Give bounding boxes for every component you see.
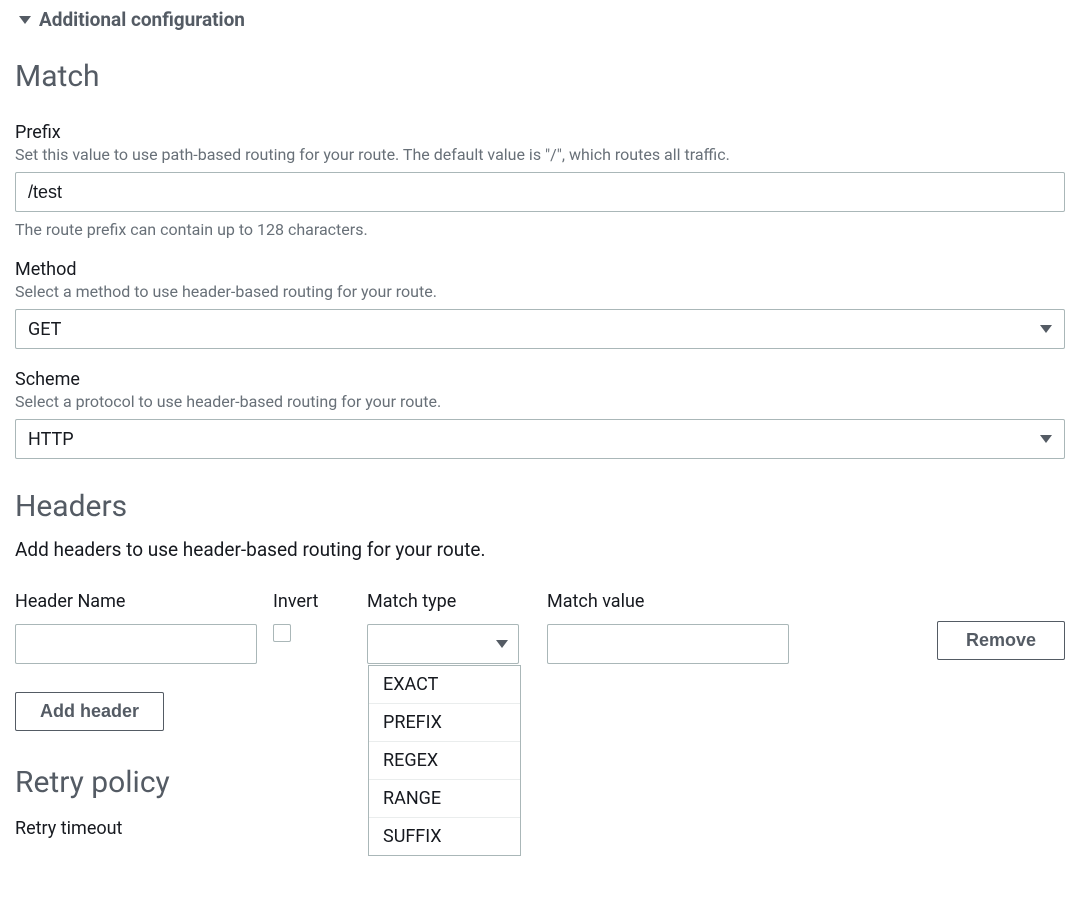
match-type-option-range[interactable]: RANGE (369, 779, 520, 817)
scheme-select[interactable]: HTTP (15, 419, 1065, 459)
scheme-value: HTTP (28, 429, 74, 450)
match-value-label: Match value (547, 591, 795, 612)
match-type-option-prefix[interactable]: PREFIX (369, 703, 520, 741)
match-value-cell: Match value (547, 591, 795, 664)
method-value: GET (28, 319, 61, 340)
chevron-down-icon (1040, 435, 1052, 443)
add-header-button[interactable]: Add header (15, 692, 164, 731)
match-type-select[interactable]: EXACT PREFIX REGEX RANGE SUFFIX (367, 624, 519, 664)
match-heading: Match (15, 59, 1065, 94)
method-label: Method (15, 259, 1065, 280)
match-type-option-suffix[interactable]: SUFFIX (369, 817, 520, 855)
additional-config-toggle[interactable]: Additional configuration (15, 0, 1065, 35)
invert-checkbox[interactable] (273, 624, 291, 642)
method-field: Method Select a method to use header-bas… (15, 259, 1065, 349)
invert-label: Invert (273, 591, 367, 612)
retry-timeout-label: Retry timeout (15, 818, 1065, 839)
chevron-down-icon (1040, 325, 1052, 333)
prefix-input[interactable] (15, 172, 1065, 212)
remove-button[interactable]: Remove (937, 621, 1065, 660)
match-type-option-exact[interactable]: EXACT (369, 665, 520, 703)
prefix-label: Prefix (15, 122, 1065, 143)
headers-heading: Headers (15, 489, 1065, 524)
scheme-field: Scheme Select a protocol to use header-b… (15, 369, 1065, 459)
match-type-option-regex[interactable]: REGEX (369, 741, 520, 779)
chevron-down-icon (496, 640, 508, 648)
invert-cell: Invert (273, 591, 367, 642)
prefix-hint: The route prefix can contain up to 128 c… (15, 220, 1065, 239)
header-name-input[interactable] (15, 624, 257, 664)
prefix-description: Set this value to use path-based routing… (15, 145, 1065, 164)
caret-down-icon (19, 16, 31, 24)
additional-config-label: Additional configuration (39, 8, 245, 31)
match-type-cell: Match type EXACT PREFIX REGEX RANGE SUFF… (367, 591, 547, 664)
scheme-label: Scheme (15, 369, 1065, 390)
method-select[interactable]: GET (15, 309, 1065, 349)
header-name-cell: Header Name (15, 591, 273, 664)
match-value-input[interactable] (547, 624, 789, 664)
header-name-label: Header Name (15, 591, 273, 612)
method-description: Select a method to use header-based rout… (15, 282, 1065, 301)
headers-row: Header Name Invert Match type EXACT PREF… (15, 591, 1065, 664)
match-type-label: Match type (367, 591, 547, 612)
match-type-dropdown: EXACT PREFIX REGEX RANGE SUFFIX (368, 665, 521, 856)
retry-policy-heading: Retry policy (15, 765, 1065, 800)
scheme-description: Select a protocol to use header-based ro… (15, 392, 1065, 411)
prefix-field: Prefix Set this value to use path-based … (15, 122, 1065, 239)
remove-cell: Remove (795, 591, 1065, 660)
headers-intro: Add headers to use header-based routing … (15, 538, 1065, 561)
